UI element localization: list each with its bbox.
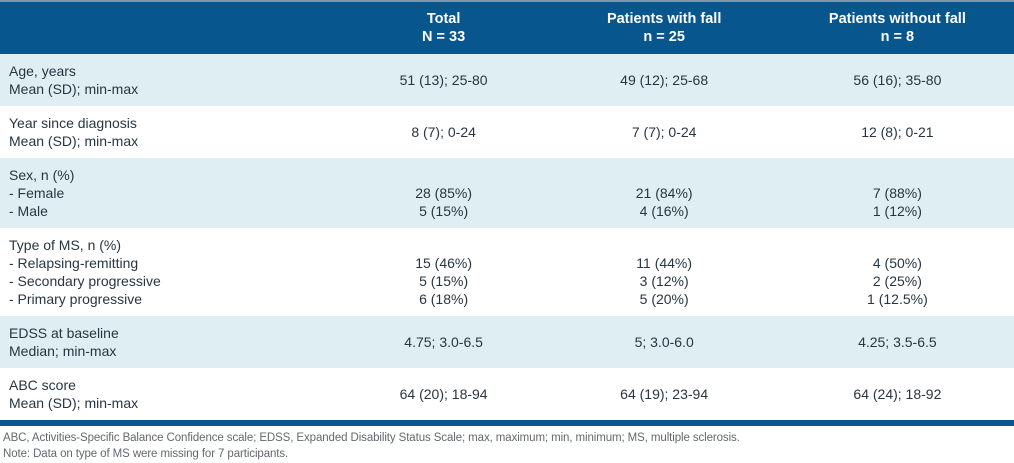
value-line: 15 (46%) — [415, 255, 473, 271]
value-line: 2 (25%) — [872, 273, 922, 289]
row-label-line: EDSS at baseline — [9, 325, 119, 341]
column-title: Patients with fall — [606, 11, 722, 27]
column-n: n = 25 — [643, 29, 685, 45]
column-header-with-fall: Patients with fall n = 25 — [548, 1, 781, 54]
baseline-characteristics-table: Total N = 33 Patients with fall n = 25 P… — [0, 1, 1014, 420]
row-label-line: Mean (SD); min-max — [9, 133, 139, 149]
value-line: 5 (15%) — [419, 203, 469, 219]
value-cell: 51 (13); 25-80 — [399, 72, 488, 88]
value-cell: 4.25; 3.5-6.5 — [858, 334, 937, 350]
row-label: Year since diagnosis Mean (SD); min-max — [0, 106, 340, 158]
row-label-line: Year since diagnosis — [9, 115, 137, 131]
value-cell: 56 (16); 35-80 — [853, 72, 942, 88]
row-label: EDSS at baseline Median; min-max — [0, 316, 340, 368]
column-title: Total — [426, 11, 461, 27]
table-row-years-since-diagnosis: Year since diagnosis Mean (SD); min-max … — [0, 106, 1014, 158]
table-header-row: Total N = 33 Patients with fall n = 25 P… — [0, 1, 1014, 54]
value-cell: 11 (44%) 3 (12%) 5 (20%) — [548, 228, 781, 316]
row-label: Type of MS, n (%) - Relapsing-remitting … — [0, 228, 340, 316]
column-title: Patients without fall — [828, 11, 966, 27]
value-line: 6 (18%) — [419, 291, 469, 307]
value-line: 28 (85%) — [415, 185, 473, 201]
value-line: 3 (12%) — [639, 273, 689, 289]
value-cell: 4 (50%) 2 (25%) 1 (12.5%) — [781, 228, 1014, 316]
row-label-line: Mean (SD); min-max — [9, 395, 139, 411]
value-line: 1 (12%) — [872, 203, 922, 219]
header-empty-cell — [0, 1, 340, 54]
value-line: 7 (88%) — [872, 185, 922, 201]
row-label: ABC score Mean (SD); min-max — [0, 368, 340, 420]
value-line: 21 (84%) — [635, 185, 693, 201]
value-line: 4 (50%) — [872, 255, 922, 271]
value-line: 4 (16%) — [639, 203, 689, 219]
column-header-total: Total N = 33 — [340, 1, 548, 54]
table-row-abc-score: ABC score Mean (SD); min-max 64 (20); 18… — [0, 368, 1014, 420]
value-line: 5 (15%) — [419, 273, 469, 289]
table-row-type-of-ms: Type of MS, n (%) - Relapsing-remitting … — [0, 228, 1014, 316]
row-label-line: Age, years — [9, 63, 76, 79]
value-line: 5 (20%) — [639, 291, 689, 307]
row-label-line: - Female — [9, 185, 65, 201]
row-label-line: - Relapsing-remitting — [9, 255, 139, 271]
footnote-abbreviations: ABC, Activities-Specific Balance Confide… — [3, 432, 740, 444]
column-n: N = 33 — [422, 29, 466, 45]
value-cell: 4.75; 3.0-6.5 — [404, 334, 483, 350]
value-cell: 64 (20); 18-94 — [399, 386, 488, 402]
value-cell: 5; 3.0-6.0 — [634, 334, 694, 350]
value-cell: 64 (24); 18-92 — [853, 386, 942, 402]
row-label-line: - Primary progressive — [9, 291, 143, 307]
column-n: n = 8 — [880, 29, 915, 45]
value-cell: 7 (88%) 1 (12%) — [781, 158, 1014, 228]
table-row-age: Age, years Mean (SD); min-max 51 (13); 2… — [0, 54, 1014, 106]
value-cell: 49 (12); 25-68 — [620, 72, 709, 88]
value-cell: 15 (46%) 5 (15%) 6 (18%) — [340, 228, 548, 316]
footnote-note: Note: Data on type of MS were missing fo… — [3, 447, 289, 460]
value-line: 1 (12.5%) — [867, 291, 928, 307]
value-cell: 21 (84%) 4 (16%) — [548, 158, 781, 228]
row-label-line: Type of MS, n (%) — [9, 237, 122, 253]
row-label-line: - Male — [9, 203, 48, 219]
value-cell: 8 (7); 0-24 — [411, 124, 476, 140]
row-label-line: Sex, n (%) — [9, 167, 75, 183]
value-cell: 12 (8); 0-21 — [861, 124, 934, 140]
row-label-line: Median; min-max — [9, 343, 117, 359]
column-header-without-fall: Patients without fall n = 8 — [781, 1, 1014, 54]
table-bottom-border — [0, 420, 1014, 426]
row-label-line: - Secondary progressive — [9, 273, 161, 289]
table-footnotes: ABC, Activities-Specific Balance Confide… — [0, 426, 1014, 462]
value-cell: 28 (85%) 5 (15%) — [340, 158, 548, 228]
table-row-sex: Sex, n (%) - Female - Male 28 (85%) 5 (1… — [0, 158, 1014, 228]
table-row-edss: EDSS at baseline Median; min-max 4.75; 3… — [0, 316, 1014, 368]
value-line: 11 (44%) — [636, 255, 693, 271]
row-label: Sex, n (%) - Female - Male — [0, 158, 340, 228]
row-label-line: Mean (SD); min-max — [9, 81, 139, 97]
value-cell: 64 (19); 23-94 — [620, 386, 709, 402]
row-label-line: ABC score — [9, 377, 76, 393]
row-label: Age, years Mean (SD); min-max — [0, 54, 340, 106]
value-cell: 7 (7); 0-24 — [631, 124, 697, 140]
